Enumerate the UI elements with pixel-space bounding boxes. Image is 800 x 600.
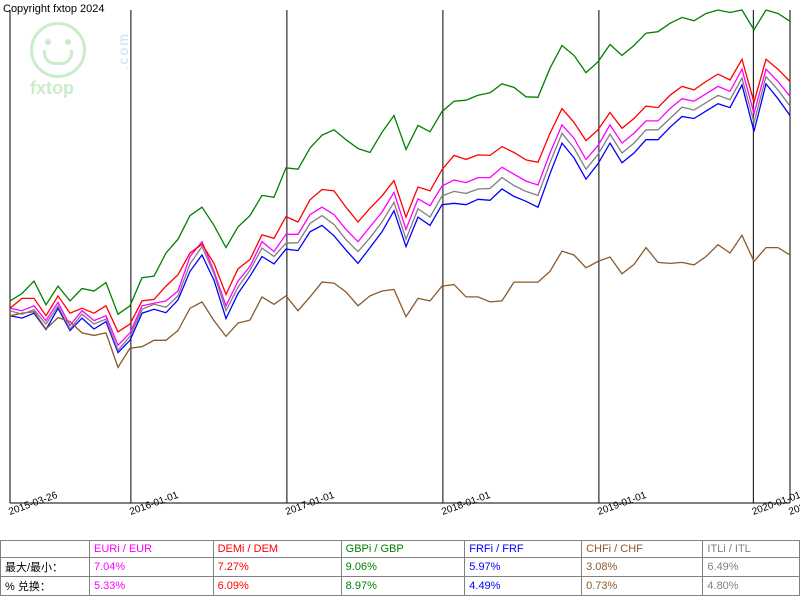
max-min-value: 7.04% xyxy=(90,558,214,577)
table-cell xyxy=(1,541,90,558)
line-chart: 2015-03-26 2016-01-01 2017-01-01 2018-01-01… xyxy=(0,0,800,530)
series-name: GBPi / GBP xyxy=(341,541,465,558)
x-axis-label: 2019-01-01 xyxy=(596,490,648,518)
series-name: ITLi / ITL xyxy=(703,541,800,558)
max-min-value: 6.49% xyxy=(703,558,800,577)
x-axis-label: 2015-03-26 xyxy=(7,490,59,518)
row-label: % 兑换： xyxy=(1,577,90,596)
series-name: CHFi / CHF xyxy=(582,541,703,558)
pct-value: 6.09% xyxy=(213,577,341,596)
x-axis-label: 2016-01-01 xyxy=(128,490,180,518)
pct-value: 5.33% xyxy=(90,577,214,596)
x-axis-label: 2017-01-01 xyxy=(284,490,336,518)
max-min-value: 7.27% xyxy=(213,558,341,577)
row-label: 最大/最小： xyxy=(1,558,90,577)
max-min-value: 3.08% xyxy=(582,558,703,577)
series-line xyxy=(10,235,790,367)
series-name: DEMi / DEM xyxy=(213,541,341,558)
pct-value: 4.80% xyxy=(703,577,800,596)
legend-table: EURi / EURDEMi / DEMGBPi / GBPFRFi / FRF… xyxy=(0,540,800,596)
series-line xyxy=(10,77,790,351)
pct-value: 0.73% xyxy=(582,577,703,596)
series-line xyxy=(10,10,790,314)
pct-value: 8.97% xyxy=(341,577,465,596)
max-min-value: 5.97% xyxy=(465,558,582,577)
series-line xyxy=(10,59,790,332)
series-name: FRFi / FRF xyxy=(465,541,582,558)
series-line xyxy=(10,84,790,353)
pct-value: 4.49% xyxy=(465,577,582,596)
max-min-value: 9.06% xyxy=(341,558,465,577)
series-name: EURi / EUR xyxy=(90,541,214,558)
x-axis-label: 2018-01-01 xyxy=(440,490,492,518)
